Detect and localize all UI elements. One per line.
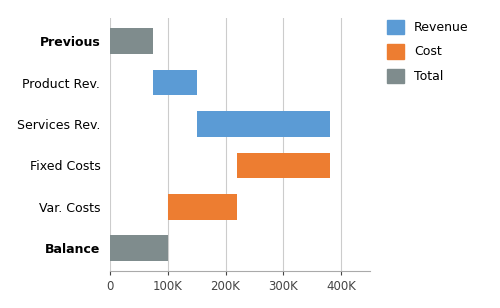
- Bar: [237, 153, 330, 178]
- Bar: [168, 194, 237, 220]
- Bar: [110, 28, 154, 54]
- Bar: [110, 235, 168, 261]
- Bar: [154, 70, 196, 95]
- Legend: Revenue, Cost, Total: Revenue, Cost, Total: [386, 20, 469, 83]
- Bar: [196, 111, 330, 137]
